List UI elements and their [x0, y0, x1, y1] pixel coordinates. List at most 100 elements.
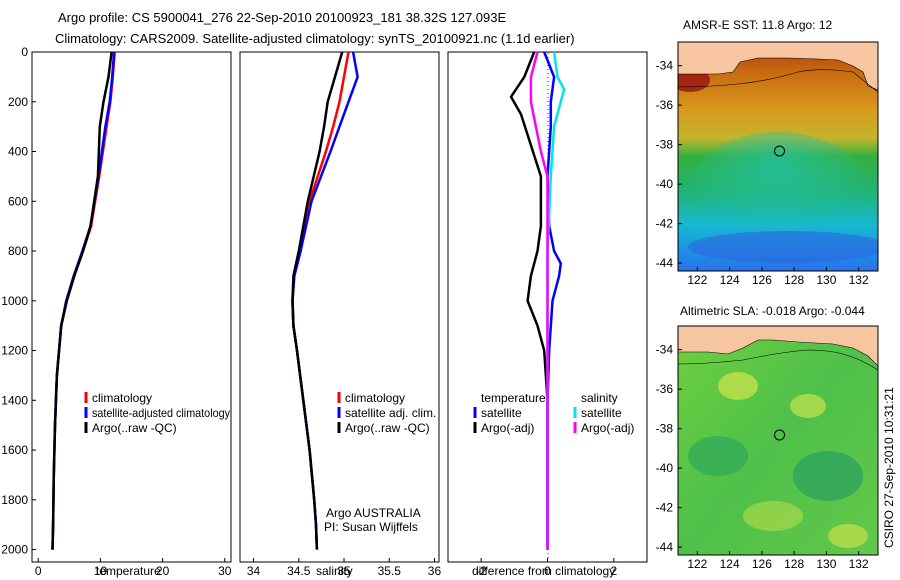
depth-axis-ticks: 0 200 400 600 800 1000 1200 1400 1600 1800 2000 — [1, 45, 36, 557]
x-tick-label: 36 — [428, 564, 442, 578]
map-x-tick-label: 130 — [816, 557, 836, 571]
temperature-panel: 0 200 400 600 800 1000 1200 1400 1600 1800 2000 0 1… — [1, 45, 231, 578]
map-x-tick-label: 124 — [720, 557, 740, 571]
x-tick-label: 35 — [337, 564, 351, 578]
sla-map-panel: Altimetric SLA: -0.018 Argo: -0.044 122 1… — [656, 304, 879, 571]
sla-anomaly-2 — [790, 394, 826, 418]
map-y-tick-label: -38 — [656, 422, 674, 436]
legend-satellite: satellite adj. clim. — [345, 406, 436, 420]
map-x-tick-label: 128 — [784, 273, 804, 287]
legend-satellite: satellite-adjusted climatology — [92, 406, 230, 420]
sst-map-frame — [677, 41, 879, 272]
x-tick-label: 35.5 — [378, 564, 402, 578]
depth-tick-label: 800 — [8, 244, 28, 258]
land-mask — [678, 326, 878, 367]
shelf-contour — [678, 69, 878, 93]
x-tick-label: 10 — [94, 564, 108, 578]
legend-climatology: climatology — [92, 391, 152, 405]
difference-profiles — [509, 51, 566, 550]
sla-anomaly-3 — [688, 436, 748, 476]
map-y-tick-label: -34 — [656, 59, 674, 73]
sla-map-frame — [677, 325, 879, 556]
temperature-xlabel: temperature — [96, 564, 161, 578]
map-y-tick-label: -34 — [656, 343, 674, 357]
title-line-1: Argo profile: CS 5900041_276 22-Sep-2010… — [58, 10, 506, 25]
legend-temperature-title: temperature — [481, 391, 546, 405]
difference-legend: temperature salinity satellite Argo(-adj… — [473, 391, 634, 435]
depth-tick-label: 1400 — [1, 393, 28, 407]
map-x-tick-label: 122 — [687, 273, 707, 287]
map-y-tick-label: -44 — [656, 256, 674, 270]
depth-tick-label: 400 — [8, 145, 28, 159]
x-tick-label: 0 — [35, 564, 42, 578]
depth-tick-label: 600 — [8, 194, 28, 208]
sst-map-title: AMSR-E SST: 11.8 Argo: 12 — [683, 18, 833, 32]
sst-map-panel: AMSR-E SST: 11.8 Argo: 12 122 124 126 128 13… — [656, 18, 879, 287]
map-y-tick-label: -40 — [656, 461, 674, 475]
map-y-tick-label: -40 — [656, 177, 674, 191]
temperature-axis-ticks: 0 10 20 30 — [35, 558, 232, 578]
legend-sal-satellite: satellite — [581, 406, 622, 420]
map-x-tick-label: 128 — [784, 557, 804, 571]
salinity-profiles — [291, 51, 359, 550]
difference-xlabel: difference from climatology — [472, 564, 615, 578]
salinity-legend: climatology satellite adj. clim. Argo(..… — [337, 391, 436, 435]
depth-tick-label: 1600 — [1, 443, 28, 457]
sla-anomaly-1 — [718, 372, 758, 400]
depth-tick-label: 200 — [8, 95, 28, 109]
depth-tick-label: 2000 — [1, 543, 28, 557]
depth-tick-label: 1800 — [1, 493, 28, 507]
sla-map-ticks: 122 124 126 128 130 132 -34 -36 -38 -40 -42 -44 — [656, 343, 869, 571]
depth-tick-label: 1200 — [1, 344, 28, 358]
sla-map-title: Altimetric SLA: -0.018 Argo: -0.044 — [680, 304, 865, 318]
x-tick-label: 0 — [544, 564, 551, 578]
temperature-profiles — [51, 51, 116, 550]
map-x-tick-label: 122 — [687, 557, 707, 571]
csiro-timestamp: CSIRO 27-Sep-2010 10:31:21 — [882, 387, 896, 548]
sla-anomaly-4 — [793, 451, 863, 501]
sla-map-image — [678, 326, 878, 555]
x-tick-label: 34 — [247, 564, 261, 578]
salinity-panel: 34 34.5 35 35.5 36 salinity climatology sate… — [239, 51, 442, 578]
legend-temp-argo: Argo(-adj) — [481, 421, 534, 435]
depth-tick-label: 1000 — [1, 294, 28, 308]
sla-anomaly-5 — [743, 501, 803, 531]
legend-salinity-title: salinity — [581, 391, 618, 405]
sst-map-image — [678, 42, 878, 271]
legend-climatology: climatology — [345, 391, 405, 405]
legend-sal-argo: Argo(-adj) — [581, 421, 634, 435]
x-tick-label: 2 — [610, 564, 617, 578]
map-x-tick-label: 130 — [816, 273, 836, 287]
salinity-axis-ticks: 34 34.5 35 35.5 36 — [247, 558, 442, 578]
sla-anomaly-6 — [828, 524, 868, 548]
sst-cold-band — [688, 231, 878, 263]
map-y-tick-label: -42 — [656, 217, 674, 231]
map-x-tick-label: 132 — [849, 557, 869, 571]
temperature-axes — [31, 51, 232, 563]
map-y-tick-label: -36 — [656, 382, 674, 396]
sst-plume — [688, 132, 868, 252]
map-x-tick-label: 126 — [752, 273, 772, 287]
x-tick-label: 30 — [218, 564, 232, 578]
title-line-2: Climatology: CARS2009. Satellite-adjuste… — [55, 31, 575, 46]
temperature-legend: climatology satellite-adjusted climatolo… — [84, 391, 230, 435]
x-tick-label: 20 — [156, 564, 170, 578]
map-y-tick-label: -42 — [656, 501, 674, 515]
annotation-argo-australia: Argo AUSTRALIA — [326, 506, 421, 520]
salinity-xlabel: salinity — [316, 564, 353, 578]
series-line-sal-argo-adj- — [529, 51, 549, 550]
map-x-tick-label: 124 — [720, 273, 740, 287]
map-y-tick-label: -38 — [656, 138, 674, 152]
legend-argo: Argo(..raw -QC) — [92, 421, 177, 435]
argo-position-marker — [774, 429, 785, 441]
legend-argo: Argo(..raw -QC) — [345, 421, 430, 435]
depth-tick-label: 0 — [21, 45, 28, 59]
argo-position-marker — [774, 145, 785, 157]
difference-panel: -2 0 2 difference from climatology tempera… — [447, 51, 648, 578]
annotation-pi: PI: Susan Wijffels — [324, 520, 418, 534]
map-y-tick-label: -36 — [656, 98, 674, 112]
series-line-argo-raw-qc- — [291, 51, 344, 550]
x-tick-label: 34.5 — [287, 564, 311, 578]
map-y-tick-label: -44 — [656, 540, 674, 554]
